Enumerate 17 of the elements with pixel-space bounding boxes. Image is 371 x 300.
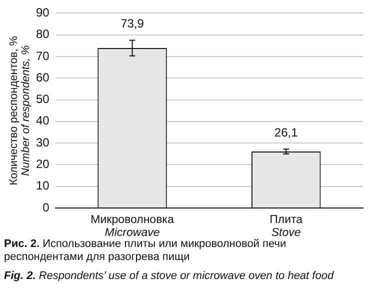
y-tick-label: 60	[36, 70, 50, 84]
caption: Fig. 2. Respondents’ use of a stove or microwave oven to heat food	[4, 270, 335, 283]
y-tick-label: 0	[42, 200, 50, 214]
x-tick-label: Микроволновка Microwave	[90, 214, 174, 239]
y-axis-title: Количество респондентов, % Number of respondents, %	[8, 36, 32, 186]
data-label: 73,9	[120, 16, 144, 31]
text: Рис. 2. Использование плиты или микроволновой печи респондентами для разогрева пищи	[4, 238, 288, 264]
y-tick-label: 30	[36, 135, 50, 150]
y-tick-label: 20	[36, 157, 50, 172]
y-tick-label: 10	[36, 178, 50, 193]
x-tick-label: Плита Stove	[270, 214, 304, 239]
y-tick-label: 40	[36, 114, 50, 128]
y-tick-label: 50	[36, 92, 50, 106]
y-tick-label: 70	[36, 48, 50, 63]
y-tick-label: 90	[36, 6, 50, 20]
y-tick-label: 80	[36, 27, 50, 42]
data-label: 26,1	[274, 125, 298, 140]
